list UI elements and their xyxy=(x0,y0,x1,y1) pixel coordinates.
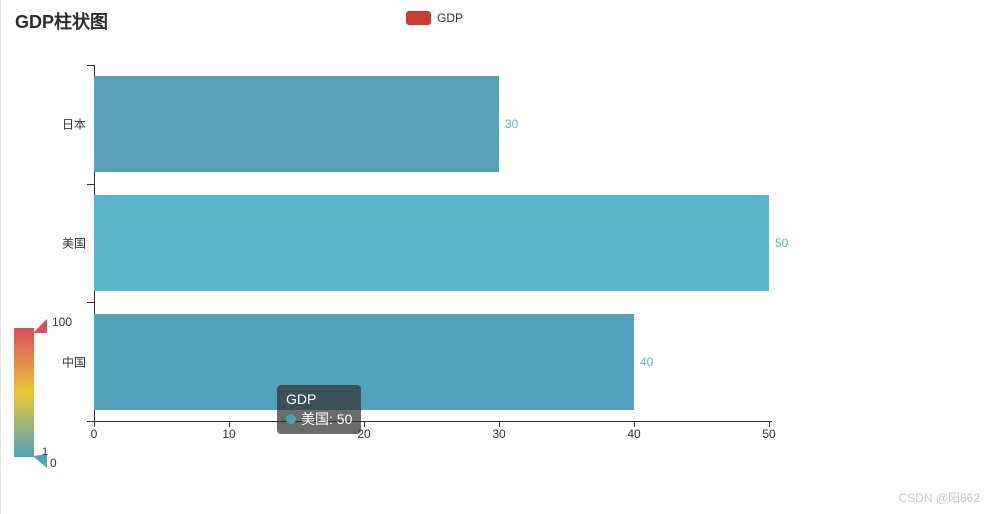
x-axis-label: 10 xyxy=(222,427,236,441)
visualmap-handle-label: 1 xyxy=(42,446,49,458)
bar-美国[interactable] xyxy=(94,195,769,291)
y-axis-label: 美国 xyxy=(61,236,86,251)
y-axis-label: 中国 xyxy=(61,355,86,370)
bar-value-label: 40 xyxy=(640,354,654,369)
y-axis-label: 日本 xyxy=(61,117,86,132)
visualmap-max-label: 100 xyxy=(52,315,73,329)
legend-item-gdp[interactable]: GDP xyxy=(406,11,463,25)
y-axis-tick xyxy=(87,421,94,422)
y-axis-tick xyxy=(87,183,94,185)
visualmap-min-label: 0 xyxy=(50,456,57,470)
legend-marker-icon xyxy=(406,11,431,25)
y-axis-tick xyxy=(87,65,94,66)
x-axis-tick xyxy=(499,421,500,427)
bar-中国[interactable] xyxy=(94,313,634,410)
visualmap-gradient-bar[interactable] xyxy=(14,328,34,457)
x-axis-tick xyxy=(229,421,230,427)
chart-title: GDP柱状图 xyxy=(15,12,109,32)
tooltip-value: 美国: 50 xyxy=(301,411,353,427)
legend-label: GDP xyxy=(437,11,464,25)
visualmap-top-handle[interactable] xyxy=(33,319,47,333)
y-axis-tick xyxy=(87,302,94,304)
watermark: CSDN @阳862 xyxy=(898,491,980,505)
x-axis-label: 20 xyxy=(357,427,371,441)
tooltip-series-dot-icon xyxy=(286,414,296,424)
bar-日本[interactable] xyxy=(94,76,499,173)
x-axis-tick xyxy=(634,421,635,427)
x-axis-tick xyxy=(94,421,95,427)
x-axis-tick xyxy=(364,421,365,427)
x-axis-label: 50 xyxy=(762,427,776,441)
bar-value-label: 50 xyxy=(775,236,789,250)
bar-value-label: 30 xyxy=(505,117,519,132)
x-axis-label: 0 xyxy=(90,427,98,441)
x-axis-label: 30 xyxy=(492,427,506,441)
x-axis-label: 40 xyxy=(627,427,641,441)
x-axis-line xyxy=(94,421,772,422)
x-axis-tick xyxy=(769,421,770,427)
